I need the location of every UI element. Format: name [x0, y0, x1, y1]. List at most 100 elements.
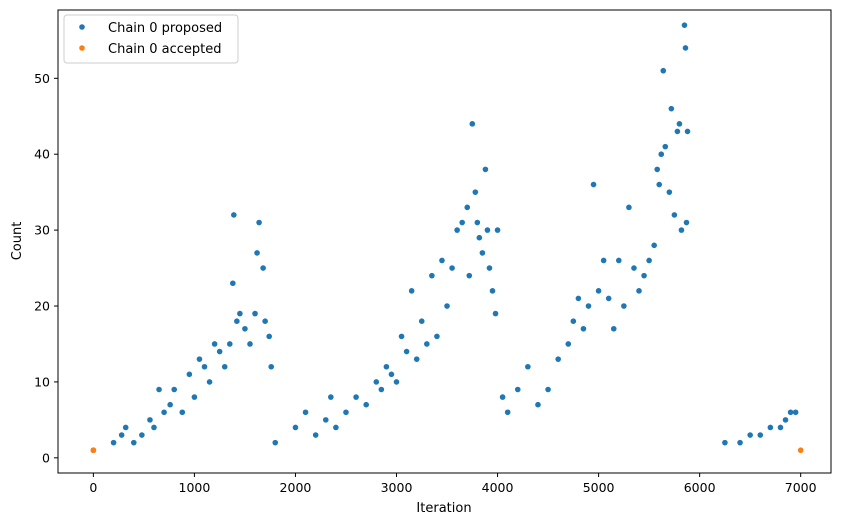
- data-point-proposed: [747, 432, 753, 438]
- data-point-proposed: [610, 325, 617, 332]
- data-point-proposed: [494, 227, 501, 233]
- data-point-proposed: [499, 394, 506, 400]
- data-point-proposed: [621, 303, 627, 309]
- x-tick-label: 6000: [684, 480, 716, 495]
- data-point-proposed: [492, 310, 499, 317]
- data-point-proposed: [737, 439, 743, 446]
- data-point-proposed: [676, 121, 683, 127]
- data-point-proposed: [626, 204, 632, 211]
- data-point-proposed: [408, 288, 415, 294]
- data-point-proposed: [211, 341, 218, 347]
- x-tick-label: 3000: [381, 480, 413, 495]
- data-point-proposed: [122, 424, 129, 431]
- x-tick-label: 5000: [583, 480, 615, 495]
- data-point-proposed: [575, 295, 582, 302]
- data-point-proposed: [247, 341, 253, 347]
- data-point-proposed: [186, 371, 193, 378]
- data-point-proposed: [646, 257, 652, 264]
- data-point-proposed: [631, 265, 637, 271]
- data-point-proposed: [472, 189, 479, 195]
- data-point-proposed: [671, 212, 678, 218]
- data-point-proposed: [312, 432, 319, 438]
- x-tick-label: 0: [89, 480, 97, 495]
- data-point-proposed: [439, 257, 445, 264]
- data-point-proposed: [486, 265, 493, 271]
- data-point-proposed: [272, 439, 279, 446]
- data-point-proposed: [482, 166, 489, 173]
- data-point-proposed: [302, 409, 309, 416]
- data-point-proposed: [590, 181, 597, 188]
- data-point-proposed: [570, 318, 577, 325]
- y-tick-label: 30: [34, 223, 50, 238]
- data-point-proposed: [479, 250, 486, 256]
- data-point-proposed: [656, 181, 663, 188]
- data-point-proposed: [171, 386, 177, 393]
- data-point-proposed: [683, 219, 690, 226]
- data-point-proposed: [234, 318, 240, 325]
- data-point-proposed: [151, 424, 157, 431]
- data-point-proposed: [398, 333, 405, 340]
- data-point-proposed: [722, 439, 728, 446]
- data-point-proposed: [110, 439, 117, 446]
- data-point-proposed: [242, 325, 248, 332]
- data-point-proposed: [237, 310, 243, 317]
- data-point-proposed: [787, 409, 794, 416]
- y-tick-label: 20: [34, 299, 50, 314]
- x-tick-label: 7000: [785, 480, 817, 495]
- y-tick-label: 50: [34, 71, 50, 86]
- data-point-proposed: [684, 128, 691, 135]
- data-point-proposed: [666, 189, 673, 195]
- data-point-proposed: [231, 212, 237, 218]
- data-point-proposed: [226, 341, 233, 347]
- data-point-proposed: [674, 128, 681, 135]
- data-point-proposed: [681, 22, 688, 28]
- data-point-accepted: [90, 447, 97, 454]
- data-point-proposed: [651, 242, 657, 249]
- legend-label-proposed: Chain 0 proposed: [108, 21, 222, 36]
- data-point-proposed: [383, 363, 390, 370]
- data-point-proposed: [641, 272, 647, 279]
- data-point-proposed: [777, 424, 784, 431]
- data-point-proposed: [429, 272, 435, 279]
- data-point-proposed: [260, 265, 266, 271]
- legend-label-accepted: Chain 0 accepted: [108, 42, 222, 57]
- data-point-proposed: [378, 386, 385, 393]
- data-point-proposed: [292, 424, 299, 431]
- data-point-proposed: [230, 280, 236, 287]
- data-point-proposed: [660, 67, 667, 74]
- plot-frame: [57, 9, 832, 474]
- data-point-proposed: [393, 379, 400, 385]
- data-point-proposed: [545, 386, 551, 393]
- data-point-proposed: [403, 348, 410, 355]
- data-point-proposed: [363, 401, 369, 408]
- data-point-proposed: [459, 219, 465, 226]
- data-point-proposed: [161, 409, 167, 416]
- x-tick-label: 1000: [179, 480, 211, 495]
- data-point-proposed: [658, 151, 665, 158]
- data-point-proposed: [466, 272, 473, 279]
- data-point-proposed: [555, 356, 561, 362]
- data-point-proposed: [616, 257, 622, 264]
- data-point-proposed: [413, 356, 420, 362]
- data-point-proposed: [322, 417, 329, 423]
- data-point-proposed: [565, 341, 572, 347]
- x-tick-label: 2000: [280, 480, 312, 495]
- legend-marker-proposed: [79, 24, 85, 30]
- data-point-proposed: [444, 303, 450, 309]
- data-point-proposed: [668, 105, 675, 112]
- data-point-proposed: [424, 341, 430, 347]
- data-point-proposed: [600, 257, 607, 264]
- data-point-proposed: [262, 318, 268, 325]
- data-point-proposed: [221, 363, 228, 370]
- data-point-proposed: [191, 394, 198, 400]
- x-axis: 0 1000 2000 3000 4000 5000 6000 7000: [89, 473, 817, 495]
- data-point-proposed: [585, 303, 592, 309]
- data-point-proposed: [767, 424, 774, 431]
- data-point-proposed: [449, 265, 455, 271]
- x-axis-label: Iteration: [416, 501, 471, 516]
- legend-marker-accepted: [79, 45, 85, 51]
- data-point-proposed: [654, 166, 660, 173]
- data-point-proposed: [464, 204, 471, 211]
- data-point-proposed: [474, 219, 481, 226]
- legend: Chain 0 proposed Chain 0 accepted: [63, 14, 239, 64]
